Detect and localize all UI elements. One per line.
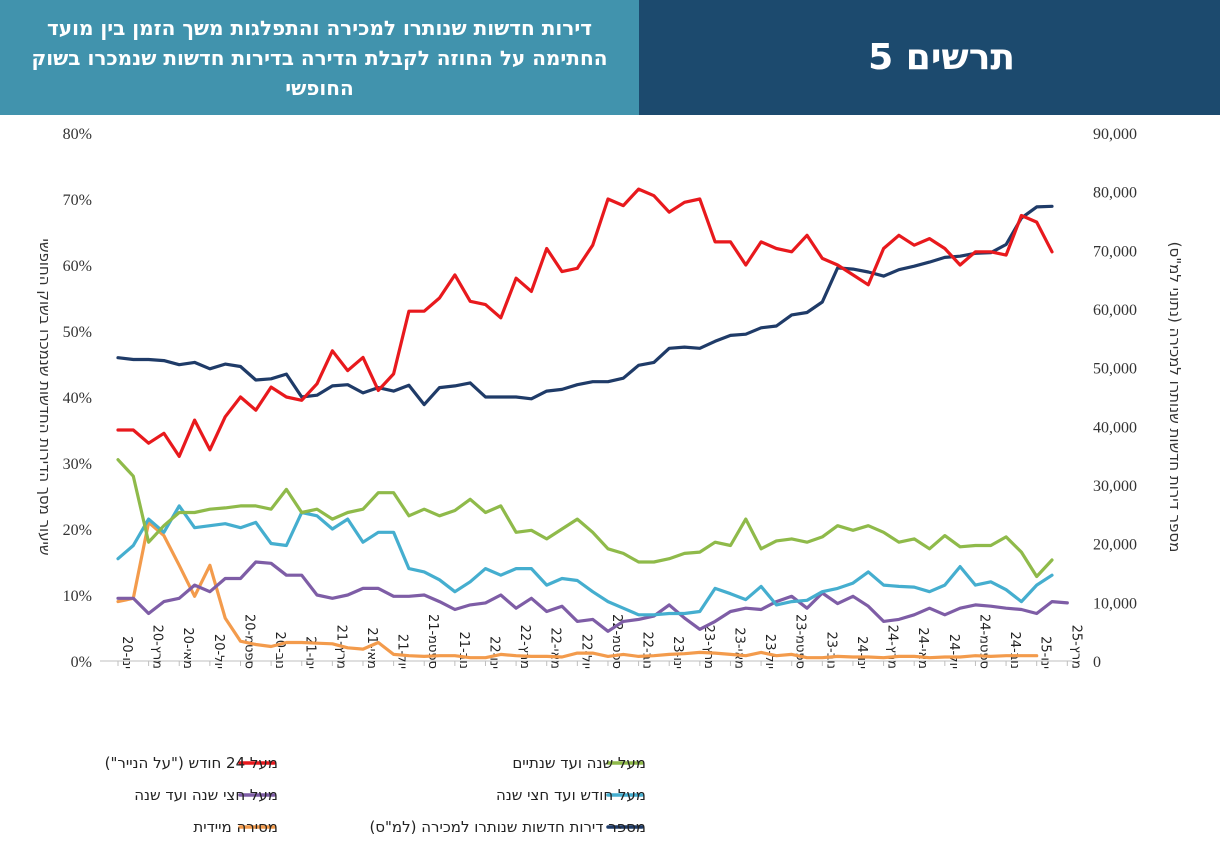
x-tick-label: מרץ-20 bbox=[150, 625, 165, 669]
y2-tick-label: 40,000 bbox=[1093, 419, 1137, 436]
y2-tick-label: 20,000 bbox=[1093, 537, 1137, 554]
series-line-navy bbox=[116, 204, 1054, 407]
series-line-purple bbox=[116, 560, 1069, 633]
x-tick-label: ינו-25 bbox=[1038, 636, 1053, 669]
y2-tick-label: 10,000 bbox=[1093, 595, 1137, 612]
x-tick-label: מרץ-24 bbox=[885, 625, 900, 669]
legend: מעל 24 חודש ("על הנייר") מעל שנה ועד שנתי… bbox=[105, 754, 646, 836]
y-axis-title: שיעור מסך הדירות החדשות שנמכרו בשוק החופ… bbox=[36, 239, 54, 556]
y-tick-label: 50% bbox=[63, 324, 92, 341]
x-tick-label: נוב-22 bbox=[640, 631, 655, 669]
legend-label: מעל שנה ועד שנתיים bbox=[512, 754, 646, 772]
x-tick-label: ינו-20 bbox=[119, 636, 134, 669]
y-tick-label: 10% bbox=[63, 588, 92, 605]
legend-label: מעל 24 חודש ("על הנייר") bbox=[105, 754, 278, 772]
y2-axis-title: מספר דירות חדשות שנותרו למכירה (נתוני למ… bbox=[1166, 242, 1184, 553]
x-tick-label: מאי-24 bbox=[915, 627, 930, 669]
y2-tick-label: 50,000 bbox=[1093, 361, 1137, 378]
series-line-orange bbox=[116, 520, 1039, 660]
legend-label: מסירה מיידית bbox=[193, 818, 278, 836]
x-tick-label: ספטמ-21 bbox=[425, 614, 440, 669]
y-tick-label: 0% bbox=[71, 654, 92, 671]
y-tick-label: 80% bbox=[63, 126, 92, 143]
figure-label: תרשים 5 bbox=[868, 37, 1015, 78]
x-tick-label: מאי-23 bbox=[731, 627, 746, 669]
x-tick-label: נוב-23 bbox=[823, 631, 838, 669]
x-tick-label: ינו-21 bbox=[303, 636, 318, 669]
x-tick-label: ספטמ-24 bbox=[976, 614, 991, 669]
y-tick-label: 30% bbox=[63, 456, 92, 473]
x-tick-label: מרץ-25 bbox=[1068, 625, 1083, 669]
x-tick-label: יול-24 bbox=[946, 634, 961, 669]
y-tick-label: 60% bbox=[63, 258, 92, 275]
x-tick-label: יול-21 bbox=[395, 634, 410, 669]
x-tick-label: ספטמ-23 bbox=[793, 614, 808, 669]
y2-tick-label: 70,000 bbox=[1093, 243, 1137, 260]
x-tick-label: מאי-22 bbox=[548, 627, 563, 669]
chart-description-banner: דירות חדשות שנותרו למכירה והתפלגות משך ה… bbox=[0, 0, 639, 115]
series-line-green bbox=[116, 458, 1054, 579]
x-tick-label: נוב-21 bbox=[456, 631, 471, 669]
figure-label-banner: תרשים 5 bbox=[639, 0, 1220, 115]
y2-tick-label: 90,000 bbox=[1093, 126, 1137, 143]
legend-label: מעל חצי שנה ועד שנה bbox=[134, 786, 278, 804]
y2-tick-label: 80,000 bbox=[1093, 185, 1137, 202]
series-line-red bbox=[116, 187, 1054, 458]
x-tick-label: יול-23 bbox=[762, 634, 777, 669]
x-tick-label: מרץ-23 bbox=[701, 625, 716, 669]
x-tick-label: מאי-21 bbox=[364, 627, 379, 669]
y2-tick-label: 60,000 bbox=[1093, 302, 1137, 319]
x-tick-label: ינו-24 bbox=[854, 636, 869, 669]
series-line-cyan bbox=[116, 504, 1054, 617]
x-tick-label: נוב-20 bbox=[272, 631, 287, 669]
legend-label: מספר דירות חדשות שנותרו למכירה (למ"ס) bbox=[369, 818, 646, 836]
chart-description: דירות חדשות שנותרו למכירה והתפלגות משך ה… bbox=[31, 15, 608, 100]
x-tick-label: נוב-24 bbox=[1007, 631, 1022, 669]
y-tick-label: 20% bbox=[63, 522, 92, 539]
x-tick-label: מרץ-22 bbox=[517, 625, 532, 669]
x-tick-label: ינו-22 bbox=[486, 636, 501, 669]
y-tick-label: 40% bbox=[63, 390, 92, 407]
x-tick-label: מאי-20 bbox=[180, 627, 195, 669]
y2-tick-label: 0 bbox=[1093, 654, 1101, 671]
axes: 0% 10% 20% 30% 40% 50% 60% 70% 80% 0 10,000 20,000 3… bbox=[36, 126, 1184, 671]
x-tick-label: יול-20 bbox=[211, 634, 226, 669]
y2-tick-label: 30,000 bbox=[1093, 478, 1137, 495]
legend-label: מעל חודש ועד חצי שנה bbox=[496, 786, 646, 804]
y-tick-label: 70% bbox=[63, 192, 92, 209]
series-layer bbox=[116, 187, 1069, 660]
